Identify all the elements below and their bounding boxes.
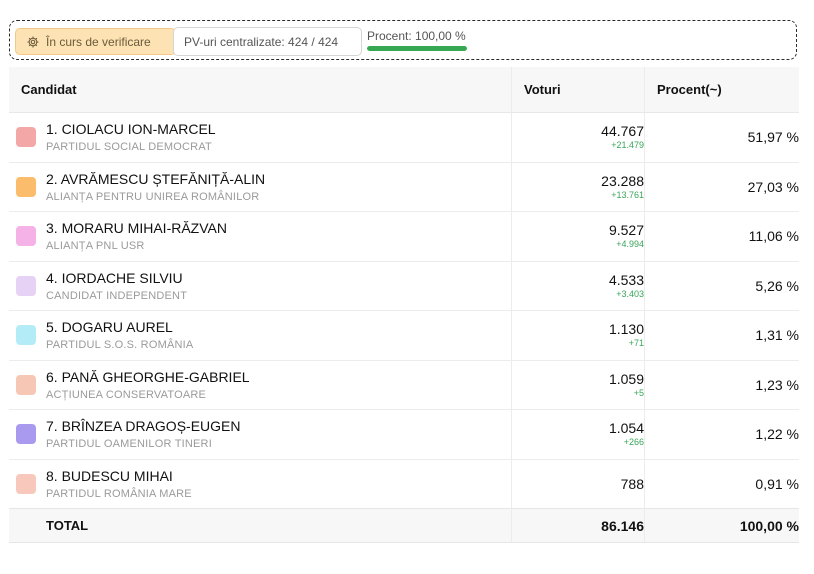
- percent-label: Procent: 100,00 %: [367, 29, 466, 43]
- table-header-row: Candidat Voturi Procent(~): [9, 67, 799, 113]
- gear-icon: [27, 35, 39, 48]
- votes-delta: +266: [623, 437, 644, 448]
- header-percent[interactable]: Procent(~): [644, 67, 799, 113]
- party-color-swatch: [16, 424, 36, 445]
- candidate-party: PARTIDUL S.O.S. ROMÂNIA: [46, 339, 194, 351]
- total-votes: 86.146: [511, 508, 645, 543]
- percent-cell: 5,26 %: [644, 260, 799, 311]
- percent-cell: 1,23 %: [644, 359, 799, 410]
- candidate-cell: 8. BUDESCU MIHAI PARTIDUL ROMÂNIA MARE: [9, 458, 512, 509]
- candidate-name: 3. MORARU MIHAI-RĂZVAN: [46, 220, 227, 236]
- votes-value: 1.130: [608, 321, 644, 338]
- table-row[interactable]: 6. PANĂ GHEORGHE-GABRIEL ACȚIUNEA CONSERV…: [9, 359, 799, 410]
- votes-value: 1.054: [608, 420, 644, 437]
- party-color-swatch: [16, 325, 36, 346]
- table-row[interactable]: 7. BRÎNZEA DRAGOȘ-EUGEN PARTIDUL OAMENILO…: [9, 409, 799, 459]
- percent-cell: 11,06 %: [644, 211, 799, 261]
- votes-cell: 9.527 +4.994: [511, 211, 645, 261]
- votes-cell: 1.130 +71: [511, 310, 645, 360]
- total-row: TOTAL 86.146 100,00 %: [9, 508, 799, 543]
- candidate-name: 5. DOGARU AUREL: [46, 319, 173, 335]
- percent-cell: 0,91 %: [644, 458, 799, 509]
- percent-cell: 1,31 %: [644, 310, 799, 360]
- candidate-cell: 1. CIOLACU ION-MARCEL PARTIDUL SOCIAL DEM…: [9, 112, 512, 162]
- party-color-swatch: [16, 176, 36, 197]
- votes-cell: 44.767 +21.479: [511, 112, 645, 162]
- candidate-party: ALIANȚA PNL USR: [46, 240, 145, 252]
- candidate-cell: 7. BRÎNZEA DRAGOȘ-EUGEN PARTIDUL OAMENILO…: [9, 409, 512, 459]
- votes-value: 23.288: [601, 172, 644, 189]
- votes-value: 4.533: [608, 271, 644, 288]
- percent-progress-track: [367, 46, 467, 51]
- votes-value: 1.059: [608, 370, 644, 387]
- candidate-cell: 4. IORDACHE SILVIU CANDIDAT INDEPENDENT: [9, 260, 512, 311]
- candidate-name: 2. AVRĂMESCU ȘTEFĂNIȚĂ-ALIN: [46, 170, 266, 187]
- total-label-cell: TOTAL: [9, 508, 512, 543]
- votes-cell: 4.533 +3.403: [511, 260, 645, 311]
- candidate-cell: 6. PANĂ GHEORGHE-GABRIEL ACȚIUNEA CONSERV…: [9, 359, 512, 410]
- votes-delta: +4.994: [616, 239, 644, 250]
- votes-value: 9.527: [608, 222, 644, 239]
- candidate-name: 1. CIOLACU ION-MARCEL: [46, 121, 216, 137]
- candidate-party: ALIANȚA PENTRU UNIREA ROMÂNILOR: [46, 190, 260, 203]
- votes-value: 44.767: [601, 123, 644, 140]
- votes-delta: +3.403: [616, 288, 644, 299]
- pv-badge: PV-uri centralizate: 424 / 424: [173, 27, 362, 56]
- party-color-swatch: [16, 473, 36, 494]
- percent-cell: 51,97 %: [644, 112, 799, 162]
- candidate-name: 4. IORDACHE SILVIU: [46, 269, 183, 286]
- votes-value: 788: [620, 475, 644, 492]
- party-color-swatch: [16, 374, 36, 395]
- pv-badge-label: PV-uri centralizate: 424 / 424: [184, 34, 339, 49]
- table-row[interactable]: 5. DOGARU AUREL PARTIDUL S.O.S. ROMÂNIA 1.…: [9, 310, 799, 360]
- percent-indicator: Procent: 100,00 %: [367, 29, 477, 51]
- candidate-name: 8. BUDESCU MIHAI: [46, 467, 173, 484]
- percent-progress-fill: [367, 46, 467, 51]
- table-row[interactable]: 4. IORDACHE SILVIU CANDIDAT INDEPENDENT 4.…: [9, 260, 799, 311]
- candidate-party: CANDIDAT INDEPENDENT: [46, 289, 188, 302]
- total-label: TOTAL: [46, 518, 89, 533]
- votes-cell: 1.059 +5: [511, 359, 645, 410]
- candidate-party: PARTIDUL OAMENILOR TINERI: [46, 438, 212, 450]
- header-candidate[interactable]: Candidat: [9, 67, 512, 113]
- status-badge[interactable]: În curs de verificare: [15, 28, 176, 55]
- votes-cell: 23.288 +13.761: [511, 161, 645, 212]
- candidate-name: 6. PANĂ GHEORGHE-GABRIEL: [46, 368, 250, 385]
- table-row[interactable]: 3. MORARU MIHAI-RĂZVAN ALIANȚA PNL USR 9.5…: [9, 211, 799, 261]
- votes-delta: +13.761: [611, 189, 644, 200]
- party-color-swatch: [16, 275, 36, 296]
- candidate-cell: 5. DOGARU AUREL PARTIDUL S.O.S. ROMÂNIA: [9, 310, 512, 360]
- candidate-party: PARTIDUL ROMÂNIA MARE: [46, 487, 192, 500]
- status-badge-label: În curs de verificare: [46, 34, 151, 49]
- total-percent: 100,00 %: [644, 508, 799, 543]
- votes-delta: +5: [633, 387, 644, 398]
- candidate-cell: 3. MORARU MIHAI-RĂZVAN ALIANȚA PNL USR: [9, 211, 512, 261]
- party-color-swatch: [16, 127, 36, 148]
- votes-cell: 788: [511, 458, 645, 509]
- table-row[interactable]: 2. AVRĂMESCU ȘTEFĂNIȚĂ-ALIN ALIANȚA PENTR…: [9, 161, 799, 212]
- table-row[interactable]: 1. CIOLACU ION-MARCEL PARTIDUL SOCIAL DEM…: [9, 112, 799, 162]
- status-bar: În curs de verificare PV-uri centralizat…: [9, 20, 797, 60]
- percent-cell: 27,03 %: [644, 161, 799, 212]
- candidate-name: 7. BRÎNZEA DRAGOȘ-EUGEN: [46, 418, 241, 434]
- votes-cell: 1.054 +266: [511, 409, 645, 459]
- votes-delta: +21.479: [611, 140, 644, 151]
- candidate-cell: 2. AVRĂMESCU ȘTEFĂNIȚĂ-ALIN ALIANȚA PENTR…: [9, 161, 512, 212]
- percent-cell: 1,22 %: [644, 409, 799, 459]
- results-table: Candidat Voturi Procent(~) 1. CIOLACU IO…: [9, 67, 799, 543]
- party-color-swatch: [16, 226, 36, 247]
- table-row[interactable]: 8. BUDESCU MIHAI PARTIDUL ROMÂNIA MARE 788…: [9, 458, 799, 509]
- candidate-party: ACȚIUNEA CONSERVATOARE: [46, 388, 207, 401]
- candidate-party: PARTIDUL SOCIAL DEMOCRAT: [46, 141, 212, 153]
- votes-delta: +71: [628, 338, 644, 349]
- header-votes[interactable]: Voturi: [511, 67, 645, 113]
